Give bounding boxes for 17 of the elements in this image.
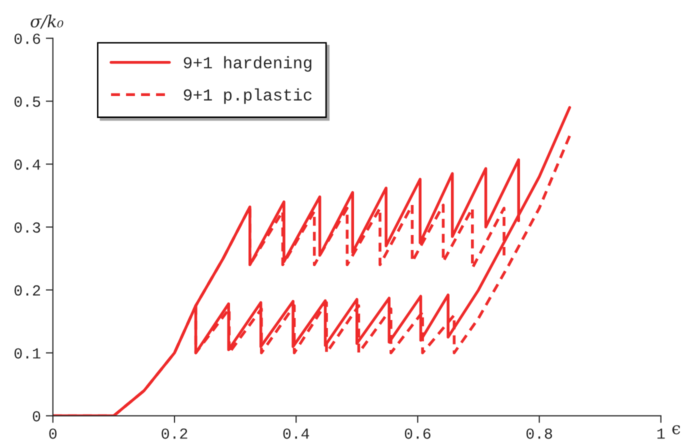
y-tick-label: 0.3	[14, 222, 40, 233]
x-tick-label: 0.2	[162, 428, 188, 439]
y-tick-label: 0.5	[14, 96, 40, 107]
y-tick-label: 0	[32, 411, 40, 422]
y-tick-label: 0.1	[14, 348, 40, 359]
x-tick-label: 0	[49, 428, 57, 439]
x-axis-title: ϵ	[672, 425, 680, 434]
y-tick-label: 0.4	[14, 159, 40, 170]
x-tick-label: 0.6	[404, 428, 430, 439]
y-tick-label: 0.6	[14, 34, 40, 44]
legend-label: 9+1 hardening	[184, 56, 312, 72]
x-tick-label: 1	[657, 428, 665, 439]
y-tick-label: 0.2	[14, 285, 40, 296]
legend-label: 9+1 p.plastic	[184, 88, 312, 104]
x-tick-label: 0.4	[283, 428, 310, 439]
x-tick-label: 0.8	[526, 428, 552, 439]
y-axis-title: σ/k₀	[30, 14, 64, 29]
